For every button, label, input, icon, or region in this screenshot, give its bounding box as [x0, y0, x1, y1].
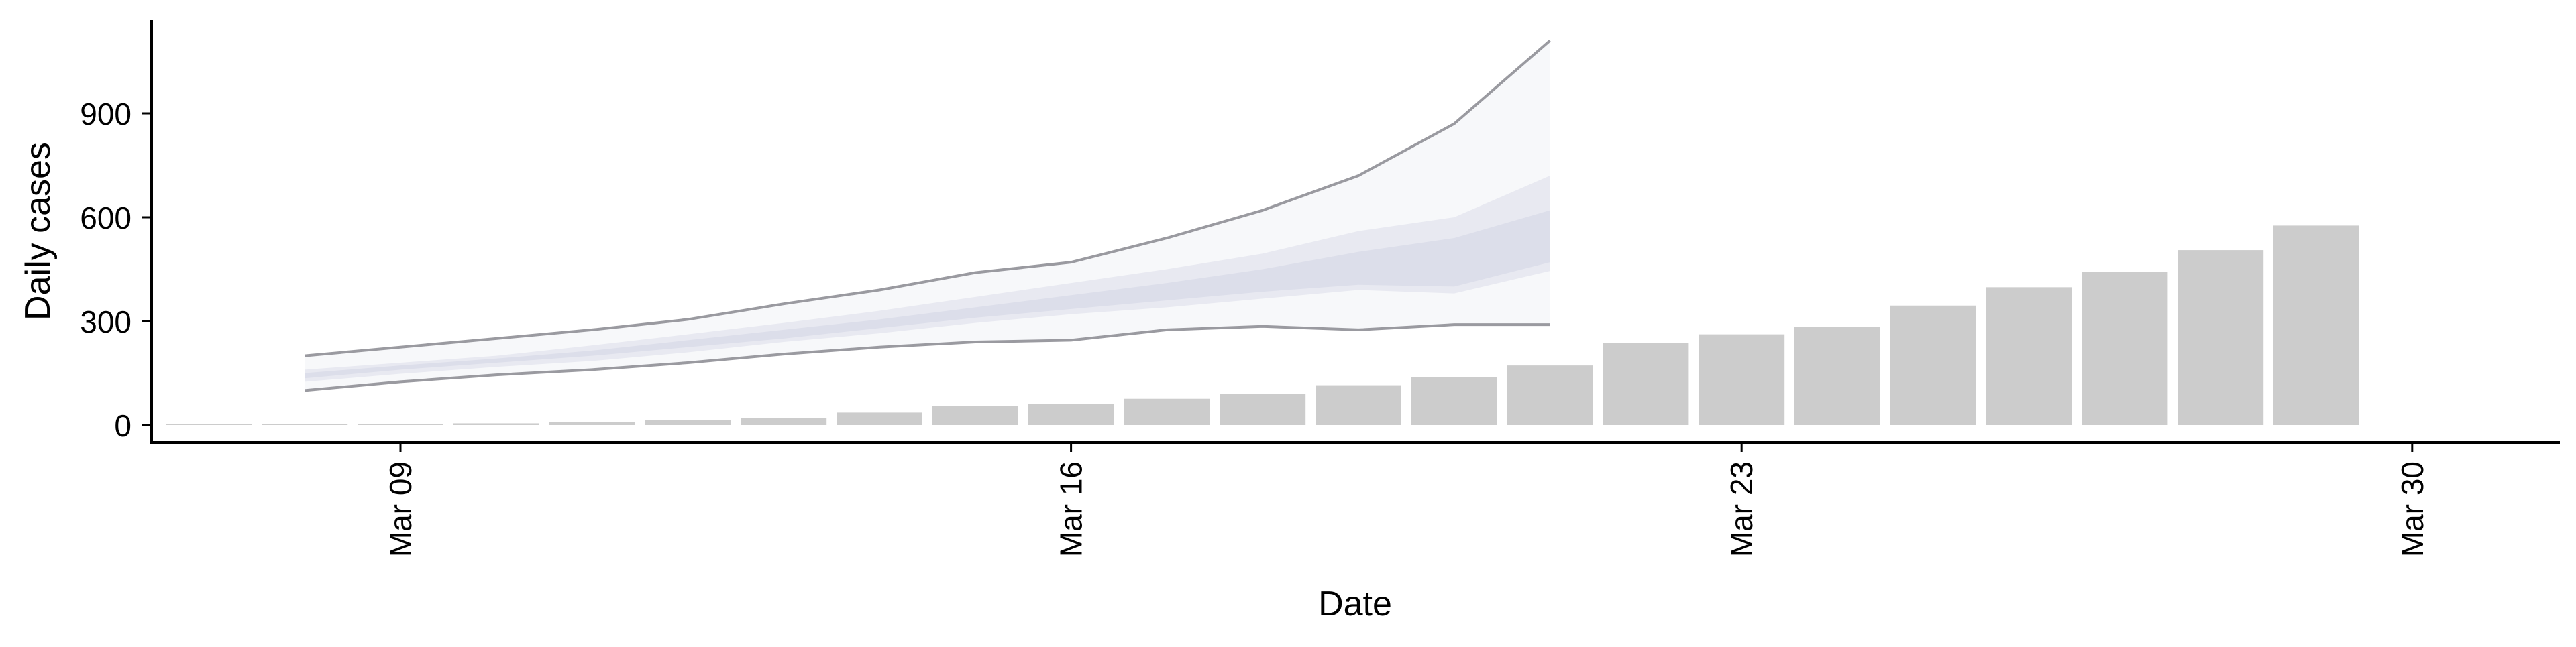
bar [1986, 287, 2072, 425]
bar [166, 424, 252, 425]
forecast-lower-line [305, 323, 1550, 392]
bar [1316, 385, 1401, 425]
bar [262, 424, 348, 425]
bar [741, 418, 827, 425]
bars-group [166, 225, 2359, 425]
y-tick-label: 900 [80, 97, 131, 131]
x-tick-label: Mar 09 [383, 461, 418, 557]
forecast-band-group [305, 39, 1551, 392]
x-axis-label: Date [1318, 585, 1392, 624]
bar [1699, 334, 1785, 425]
bar [1220, 394, 1306, 425]
x-ticks-group: Mar 09 Mar 16 Mar 23 Mar 30 [383, 443, 2430, 557]
x-tick-label: Mar 23 [1724, 461, 1759, 557]
bar [2178, 250, 2264, 425]
bar [1507, 365, 1593, 425]
bar [645, 420, 731, 425]
bar [358, 424, 443, 425]
x-tick-label: Mar 16 [1054, 461, 1089, 557]
y-axis-label: Daily cases [19, 142, 58, 320]
y-tick-label: 0 [114, 408, 131, 443]
bar [1890, 305, 1976, 425]
bar [1603, 343, 1689, 425]
axes-group [150, 20, 2560, 444]
y-tick-label: 300 [80, 304, 131, 339]
y-ticks-group: 0 300 600 900 [80, 97, 152, 443]
bar [1124, 398, 1210, 425]
bar [2273, 225, 2359, 425]
bar [2082, 272, 2168, 425]
y-tick-label: 600 [80, 200, 131, 235]
bar [453, 423, 539, 425]
bar [549, 422, 635, 425]
bar [932, 406, 1018, 425]
x-tick-label: Mar 30 [2395, 461, 2430, 557]
forecast-upper-line [305, 39, 1551, 357]
bar [837, 412, 922, 425]
bar [1411, 377, 1497, 425]
bar [1794, 327, 1880, 425]
bar [1028, 404, 1114, 425]
forecast-outer-band [305, 40, 1550, 391]
